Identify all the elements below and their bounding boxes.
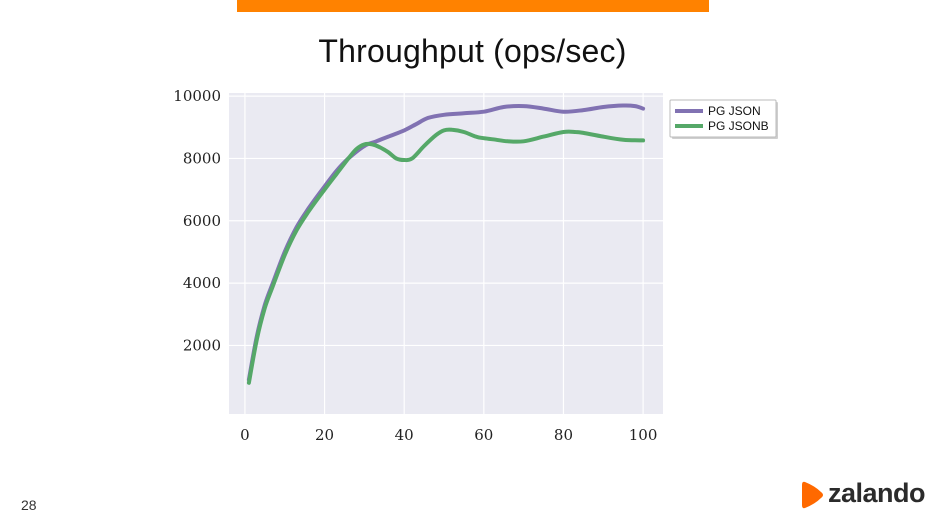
y-tick-label: 6000 xyxy=(183,212,221,230)
y-tick-label: 2000 xyxy=(183,336,221,354)
x-tick-label: 100 xyxy=(629,426,658,444)
accent-bar xyxy=(237,0,709,12)
x-tick-label: 60 xyxy=(474,426,493,444)
x-tick-label: 20 xyxy=(315,426,334,444)
legend-label: PG JSON xyxy=(708,104,761,118)
tick-labels: 0 20 40 60 80 100 2000 4000 6000 8000 10000 xyxy=(173,87,657,444)
y-tick-label: 8000 xyxy=(183,149,221,167)
x-tick-label: 0 xyxy=(240,426,250,444)
x-tick-label: 40 xyxy=(395,426,414,444)
zalando-logo-icon xyxy=(802,481,823,509)
y-tick-label: 10000 xyxy=(173,87,221,105)
page-number: 28 xyxy=(21,497,37,513)
plot-area xyxy=(229,93,663,414)
zalando-logo: zalando xyxy=(801,478,926,510)
slide-title: Throughput (ops/sec) xyxy=(318,33,627,69)
logo-wordmark: zalando xyxy=(828,478,926,508)
y-tick-label: 4000 xyxy=(183,274,221,292)
x-tick-label: 80 xyxy=(554,426,573,444)
series-line-pg-jsonb xyxy=(246,127,646,385)
series-lines xyxy=(246,103,646,385)
legend-label: PG JSONB xyxy=(708,119,769,133)
